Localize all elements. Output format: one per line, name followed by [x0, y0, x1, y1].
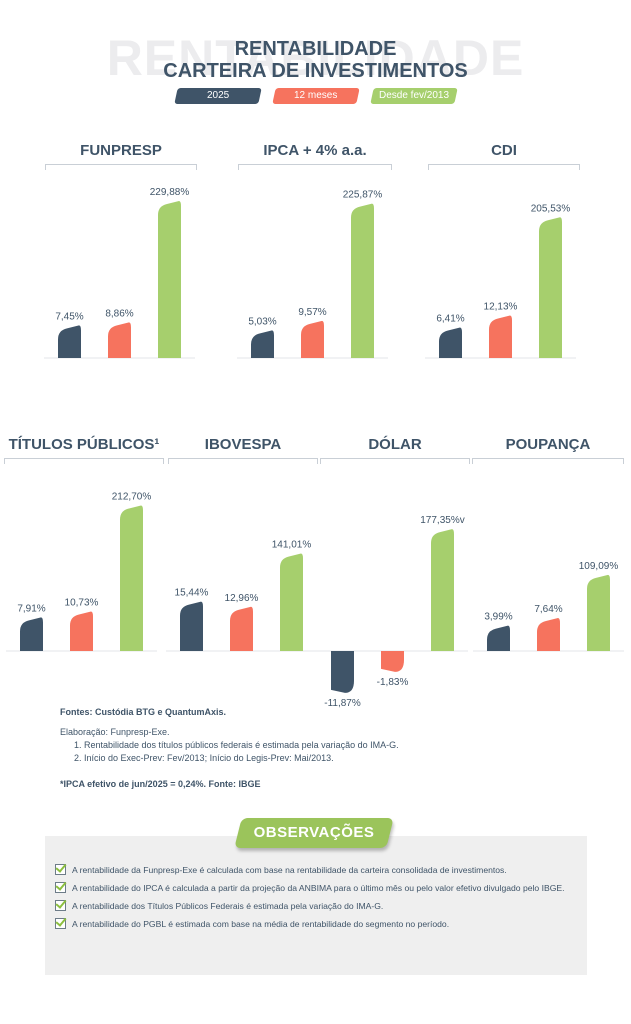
bar-titulos-publicos-desde-fev-2013 — [120, 505, 143, 651]
obs-item: A rentabilidade dos Títulos Públicos Fed… — [55, 900, 383, 912]
checkbox-icon — [55, 882, 66, 893]
obs-item-text: A rentabilidade do IPCA é calculada a pa… — [72, 883, 565, 893]
chart-rule-cdi — [428, 164, 580, 170]
chart-title-titulos-publicos: TÍTULOS PÚBLICOS¹ — [8, 436, 160, 453]
bar-cdi-2025 — [439, 327, 462, 358]
data-label-ibovespa-desde-fev-2013: 141,01% — [272, 540, 312, 551]
bar-cdi-12-meses — [489, 315, 512, 358]
bar-dolar-2025 — [331, 651, 354, 693]
data-label-poupanca-2025: 3,99% — [484, 612, 512, 623]
obs-item: A rentabilidade do IPCA é calculada a pa… — [55, 882, 565, 894]
data-label-titulos-publicos-2025: 7,91% — [17, 603, 45, 614]
obs-item-text: A rentabilidade do PGBL é estimada com b… — [72, 919, 450, 929]
observacoes-title: OBSERVAÇÕES — [253, 824, 375, 841]
bar-poupanca-2025 — [487, 625, 510, 651]
data-label-ibovespa-12-meses: 12,96% — [225, 593, 259, 604]
data-label-ipca-desde-fev-2013: 225,87% — [343, 190, 383, 201]
chart-rule-funpresp — [45, 164, 197, 170]
note-1: 1. Rentabilidade dos títulos públicos fe… — [74, 740, 399, 750]
bar-poupanca-12-meses — [537, 617, 560, 651]
data-label-titulos-publicos-12-meses: 10,73% — [65, 597, 99, 608]
chart-rule-ipca — [238, 164, 392, 170]
charts-canvas: 7,45% 8,86% 229,88% 5,03% 9,57% 225,87% 6,41% 1… — [6, 187, 624, 709]
chart-title-ibovespa: IBOVESPA — [204, 436, 282, 453]
data-label-cdi-2025: 6,41% — [436, 314, 464, 325]
title-watermark: RENTABILIDADE — [106, 30, 525, 86]
data-label-poupanca-12-meses: 7,64% — [534, 604, 562, 615]
bar-funpresp-desde-fev-2013 — [158, 200, 181, 358]
data-label-ibovespa-2025: 15,44% — [175, 588, 209, 599]
note-fontes: Fontes: Custódia BTG e QuantumAxis. — [60, 707, 227, 717]
data-label-ipca-12-meses: 9,57% — [298, 307, 326, 318]
title-line-1: RENTABILIDADE — [234, 38, 397, 60]
bar-ipca-2025 — [251, 330, 274, 358]
data-label-ipca-2025: 5,03% — [248, 316, 276, 327]
note-2: 2. Início do Exec-Prev: Fev/2013; Início… — [74, 753, 334, 763]
obs-item: A rentabilidade do PGBL é estimada com b… — [55, 918, 449, 930]
chart-rule-poupanca — [472, 458, 624, 464]
note-ipca: *IPCA efetivo de jun/2025 = 0,24%. Fonte… — [60, 779, 261, 789]
chart-title-poupanca: POUPANÇA — [505, 436, 591, 453]
chart-rule-dolar — [320, 458, 470, 464]
bar-dolar-12-meses — [381, 651, 404, 672]
data-label-dolar-2025: -11,87% — [324, 698, 361, 709]
observacoes-tab: OBSERVAÇÕES — [234, 818, 394, 848]
chart-title-ipca: IPCA + 4% a.a. — [263, 142, 367, 159]
bar-ipca-desde-fev-2013 — [351, 203, 374, 358]
page-title: RENTABILIDADE CARTEIRA DE INVESTIMENTOS — [0, 38, 631, 82]
data-label-titulos-publicos-desde-fev-2013: 212,70% — [112, 491, 152, 502]
data-label-dolar-desde-fev-2013: 177,35%v — [420, 515, 464, 526]
obs-item-text: A rentabilidade da Funpresp-Exe é calcul… — [72, 865, 507, 875]
bar-poupanca-desde-fev-2013 — [587, 574, 610, 651]
data-label-funpresp-12-meses: 8,86% — [105, 308, 133, 319]
bar-titulos-publicos-12-meses — [70, 611, 93, 651]
data-label-funpresp-desde-fev-2013: 229,88% — [150, 187, 190, 198]
chart-title-cdi: CDI — [491, 142, 517, 159]
chart-title-funpresp: FUNPRESP — [80, 142, 162, 159]
data-label-dolar-12-meses: -1,83% — [377, 677, 409, 688]
chart-rule-titulos-publicos — [4, 458, 164, 464]
data-label-poupanca-desde-fev-2013: 109,09% — [579, 561, 619, 572]
checkbox-icon — [55, 900, 66, 911]
bar-ipca-12-meses — [301, 320, 324, 358]
bar-cdi-desde-fev-2013 — [539, 217, 562, 358]
chart-rule-ibovespa — [168, 458, 318, 464]
chart-title-dolar: DÓLAR — [368, 436, 422, 453]
bar-ibovespa-desde-fev-2013 — [280, 553, 303, 651]
bar-ibovespa-2025 — [180, 601, 203, 651]
checkbox-icon — [55, 918, 66, 929]
bar-funpresp-12-meses — [108, 322, 131, 358]
title-line-2: CARTEIRA DE INVESTIMENTOS — [163, 60, 468, 82]
bar-ibovespa-12-meses — [230, 606, 253, 651]
obs-item-text: A rentabilidade dos Títulos Públicos Fed… — [72, 901, 384, 911]
observacoes-panel — [45, 836, 587, 975]
data-label-funpresp-2025: 7,45% — [55, 311, 83, 322]
bar-titulos-publicos-2025 — [20, 617, 43, 651]
note-elaboracao: Elaboração: Funpresp-Exe. — [60, 727, 170, 737]
obs-item: A rentabilidade da Funpresp-Exe é calcul… — [55, 864, 507, 876]
data-label-cdi-12-meses: 12,13% — [484, 302, 518, 313]
data-label-cdi-desde-fev-2013: 205,53% — [531, 203, 571, 214]
checkbox-icon — [55, 864, 66, 875]
bar-funpresp-2025 — [58, 325, 81, 358]
bar-dolar-desde-fev-2013 — [431, 529, 454, 651]
